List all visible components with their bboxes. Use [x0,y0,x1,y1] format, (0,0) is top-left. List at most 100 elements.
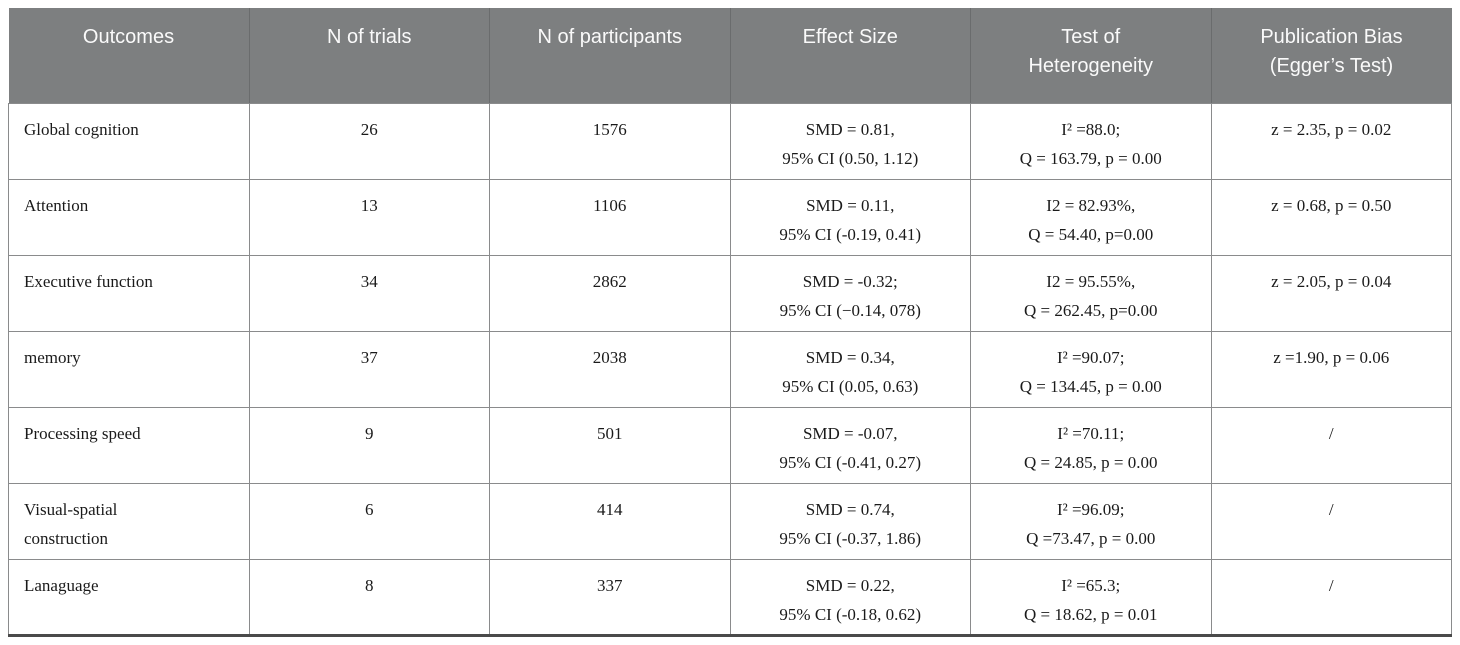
column-header-n-trials: N of trials [249,8,490,104]
outcome-label: Processing speed [24,424,141,443]
effect-size-cell: SMD = -0.32; 95% CI (−0.14, 078) [729,255,971,332]
publication-bias-cell: z = 2.05, p = 0.04 [1210,255,1452,332]
header-line: Outcomes [82,26,175,48]
heterogeneity-line: I² =90.07; [1056,348,1125,367]
outcome-cell: Executive function [8,255,250,332]
heterogeneity-line: I2 = 82.93%, [1046,196,1136,215]
heterogeneity-cell: I² =88.0; Q = 163.79, p = 0.00 [970,103,1212,180]
header-line: Heterogeneity [1028,55,1154,77]
header-line: Test of [1061,26,1121,48]
outcome-label: memory [24,348,81,367]
n-participants-cell: 1106 [489,179,731,256]
effect-size-cell: SMD = -0.07, 95% CI (-0.41, 0.27) [729,407,971,484]
heterogeneity-cell: I² =96.09; Q =73.47, p = 0.00 [970,483,1212,560]
effect-size-cell: SMD = 0.22, 95% CI (-0.18, 0.62) [729,559,971,636]
outcome-cell: Lanaguage [8,559,250,636]
heterogeneity-cell: I2 = 82.93%, Q = 54.40, p=0.00 [970,179,1212,256]
publication-bias-cell: z =1.90, p = 0.06 [1210,331,1452,408]
effect-size-line: SMD = -0.32; [802,272,898,291]
heterogeneity-line: Q = 54.40, p=0.00 [1028,225,1154,244]
effect-size-line: SMD = 0.11, [806,196,895,215]
header-line: N of trials [327,26,412,48]
effect-size-line: SMD = 0.81, [805,120,895,139]
n-participants-cell: 501 [489,407,731,484]
outcome-label: Lanaguage [24,576,99,595]
column-header-heterogeneity: Test of Heterogeneity [970,8,1212,104]
table-row-attention: Attention 13 1106 SMD = 0.11, 95% CI (-0… [8,179,1452,256]
heterogeneity-line: I² =96.09; [1056,500,1125,519]
outcome-label: Executive function [24,272,153,291]
header-row: Outcomes N of trials N of participants E… [8,8,1452,104]
n-trials-cell: 37 [248,331,490,408]
effect-size-line: 95% CI (-0.18, 0.62) [779,605,922,624]
heterogeneity-line: Q =73.47, p = 0.00 [1026,529,1156,548]
heterogeneity-line: Q = 134.45, p = 0.00 [1019,377,1162,396]
n-participants-cell: 2038 [489,331,731,408]
effect-size-line: SMD = -0.07, [802,424,898,443]
header-line: Effect Size [802,26,898,48]
heterogeneity-cell: I² =90.07; Q = 134.45, p = 0.00 [970,331,1212,408]
effect-size-line: 95% CI (0.05, 0.63) [782,377,919,396]
heterogeneity-line: I² =70.11; [1057,424,1125,443]
header-line: Publication Bias [1260,26,1403,48]
heterogeneity-line: I² =88.0; [1061,120,1121,139]
heterogeneity-line: I² =65.3; [1061,576,1121,595]
heterogeneity-cell: I² =70.11; Q = 24.85, p = 0.00 [970,407,1212,484]
n-trials-cell: 9 [248,407,490,484]
publication-bias-cell: / [1210,559,1452,636]
header-line: (Egger’s Test) [1269,55,1394,77]
outcome-label: Visual-spatial construction [24,500,118,548]
publication-bias-cell: z = 2.35, p = 0.02 [1210,103,1452,180]
column-header-publication-bias: Publication Bias (Egger’s Test) [1211,8,1452,104]
n-participants-cell: 2862 [489,255,731,332]
heterogeneity-line: Q = 18.62, p = 0.01 [1024,605,1158,624]
heterogeneity-line: Q = 24.85, p = 0.00 [1024,453,1158,472]
n-trials-cell: 13 [248,179,490,256]
n-trials-cell: 34 [248,255,490,332]
publication-bias-cell: / [1210,483,1452,560]
outcome-cell: Attention [8,179,250,256]
heterogeneity-cell: I² =65.3; Q = 18.62, p = 0.01 [970,559,1212,636]
n-trials-cell: 8 [248,559,490,636]
effect-size-line: SMD = 0.74, [805,500,895,519]
outcome-cell: memory [8,331,250,408]
heterogeneity-line: Q = 163.79, p = 0.00 [1019,149,1162,168]
column-header-n-participants: N of participants [489,8,731,104]
n-trials-cell: 6 [248,483,490,560]
n-participants-cell: 337 [489,559,731,636]
n-participants-cell: 1576 [489,103,731,180]
table-row-processing-speed: Processing speed 9 501 SMD = -0.07, 95% … [8,407,1452,484]
header-line: N of participants [537,26,682,48]
effect-size-cell: SMD = 0.81, 95% CI (0.50, 1.12) [729,103,971,180]
heterogeneity-cell: I2 = 95.55%, Q = 262.45, p=0.00 [970,255,1212,332]
effect-size-line: 95% CI (−0.14, 078) [779,301,921,320]
n-trials-cell: 26 [248,103,490,180]
publication-bias-cell: / [1210,407,1452,484]
outcome-cell: Processing speed [8,407,250,484]
effect-size-cell: SMD = 0.74, 95% CI (-0.37, 1.86) [729,483,971,560]
table-row-memory: memory 37 2038 SMD = 0.34, 95% CI (0.05,… [8,331,1452,408]
table-row-visual-spatial: Visual-spatial construction 6 414 SMD = … [8,483,1452,560]
effect-size-line: SMD = 0.22, [805,576,895,595]
column-header-effect-size: Effect Size [730,8,971,104]
n-participants-cell: 414 [489,483,731,560]
table-row-executive-function: Executive function 34 2862 SMD = -0.32; … [8,255,1452,332]
heterogeneity-line: Q = 262.45, p=0.00 [1024,301,1158,320]
table-row-global-cognition: Global cognition 26 1576 SMD = 0.81, 95%… [8,103,1452,180]
outcome-cell: Global cognition [8,103,250,180]
effect-size-line: SMD = 0.34, [805,348,895,367]
column-header-outcomes: Outcomes [8,8,250,104]
effect-size-line: 95% CI (0.50, 1.12) [782,149,919,168]
outcome-label: Attention [24,196,89,215]
outcome-cell: Visual-spatial construction [8,483,250,560]
effect-size-line: 95% CI (-0.41, 0.27) [779,453,922,472]
table-header: Outcomes N of trials N of participants E… [8,8,1452,104]
outcome-label: Global cognition [24,120,139,139]
table-row-language: Lanaguage 8 337 SMD = 0.22, 95% CI (-0.1… [8,559,1452,636]
effect-size-cell: SMD = 0.34, 95% CI (0.05, 0.63) [729,331,971,408]
effect-size-cell: SMD = 0.11, 95% CI (-0.19, 0.41) [729,179,971,256]
heterogeneity-line: I2 = 95.55%, [1046,272,1136,291]
effect-size-line: 95% CI (-0.37, 1.86) [779,529,922,548]
publication-bias-cell: z = 0.68, p = 0.50 [1210,179,1452,256]
